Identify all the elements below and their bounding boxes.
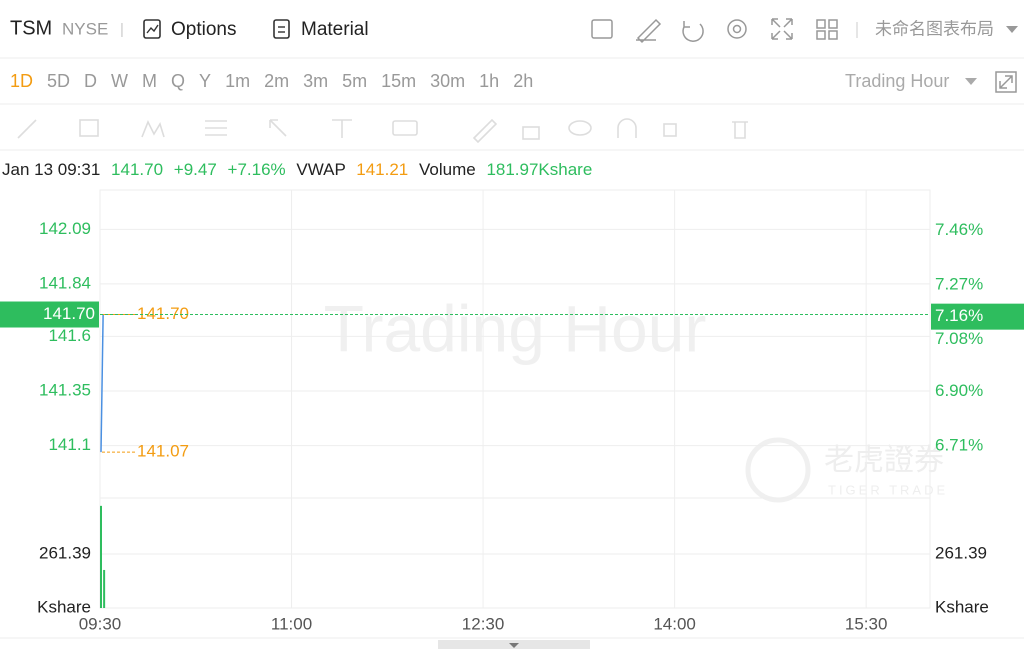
y2-tick-label: 261.39 bbox=[935, 543, 987, 562]
info-volume: 181.97Kshare bbox=[486, 160, 592, 179]
session-select[interactable]: Trading Hour bbox=[845, 71, 949, 91]
y2-tick-label: 6.71% bbox=[935, 436, 983, 455]
last-pct-label: 7.16% bbox=[935, 306, 983, 325]
timeframe[interactable]: 1h bbox=[479, 71, 499, 91]
volume-bar bbox=[103, 569, 106, 608]
separator: | bbox=[120, 21, 124, 38]
volume-bar bbox=[100, 505, 102, 608]
watermark: Trading Hour bbox=[324, 291, 707, 365]
info-vwap: 141.21 bbox=[356, 160, 408, 179]
fullscreen-icon[interactable] bbox=[771, 18, 793, 40]
y-tick-label: Kshare bbox=[37, 597, 91, 616]
options-icon-line bbox=[146, 24, 159, 34]
options-icon bbox=[143, 19, 161, 39]
logo: 老虎證券 bbox=[824, 444, 944, 477]
y2-tick-label: 7.08% bbox=[935, 329, 983, 348]
tool-arrow[interactable] bbox=[269, 119, 287, 137]
info-bar: Jan 13 09:31 141.70 +9.47 +7.16% VWAP 14… bbox=[2, 160, 592, 179]
y-tick-label: 142.09 bbox=[39, 219, 91, 238]
high-label: 141.70 bbox=[137, 304, 189, 323]
info-time: Jan 13 09:31 bbox=[2, 160, 100, 179]
y-tick-label: 141.1 bbox=[48, 435, 91, 454]
logo-sub: TIGER TRADE bbox=[828, 482, 948, 497]
last-price-badge bbox=[0, 301, 99, 328]
timeframe[interactable]: D bbox=[84, 71, 97, 91]
last-pct-badge bbox=[931, 303, 1024, 330]
y2-tick-label: 7.46% bbox=[935, 220, 983, 239]
info-change-pct: +7.16% bbox=[228, 160, 286, 179]
tool-text[interactable] bbox=[332, 119, 352, 138]
layout-icon[interactable] bbox=[816, 19, 838, 40]
layout-name[interactable]: 未命名图表布局 bbox=[875, 19, 994, 38]
timeframe[interactable]: W bbox=[111, 71, 128, 91]
material-button[interactable]: Material bbox=[273, 19, 369, 40]
timeframe[interactable]: 5D bbox=[47, 71, 70, 91]
y2-tick-label: 7.27% bbox=[935, 274, 983, 293]
info-vwap-label: VWAP bbox=[296, 160, 345, 179]
material-icon bbox=[273, 19, 290, 39]
options-label: Options bbox=[171, 19, 236, 40]
symbol: TSM bbox=[10, 17, 52, 39]
options-button[interactable]: Options bbox=[143, 19, 236, 40]
tool-rect[interactable] bbox=[79, 119, 99, 137]
tool-delete[interactable] bbox=[732, 121, 748, 139]
timeframe[interactable]: Y bbox=[199, 71, 211, 91]
last-price-label: 141.70 bbox=[43, 304, 95, 323]
dropdown-arrow bbox=[1006, 26, 1018, 33]
tool-brush[interactable] bbox=[472, 118, 498, 144]
y-tick-label: 141.84 bbox=[39, 273, 91, 292]
y-tick-label: 261.39 bbox=[39, 543, 91, 562]
exchange: NYSE bbox=[62, 19, 108, 38]
x-tick-label: 12:30 bbox=[462, 614, 505, 633]
x-tick-label: 09:30 bbox=[79, 614, 122, 633]
settings-icon-center bbox=[732, 24, 742, 34]
scroll-arrow bbox=[509, 643, 519, 648]
low-label: 141.07 bbox=[137, 442, 189, 461]
tool-pattern[interactable] bbox=[141, 120, 165, 138]
dropdown-arrow bbox=[965, 78, 977, 85]
y-tick-label: 141.6 bbox=[48, 326, 91, 345]
y2-tick-label: Kshare bbox=[935, 597, 989, 616]
timeframe[interactable]: M bbox=[142, 71, 157, 91]
expand-arrow bbox=[999, 75, 1013, 89]
info-price: 141.70 bbox=[111, 160, 163, 179]
x-tick-label: 11:00 bbox=[271, 614, 312, 633]
tool-note[interactable] bbox=[392, 120, 418, 136]
timeframe[interactable]: 1m bbox=[225, 71, 250, 91]
timeframe[interactable]: 2h bbox=[513, 71, 533, 91]
tool-line[interactable] bbox=[17, 119, 37, 139]
price-line bbox=[100, 314, 104, 453]
logo-icon bbox=[745, 437, 811, 503]
tool-fib[interactable] bbox=[205, 120, 227, 136]
tool-lock[interactable] bbox=[522, 126, 540, 140]
x-tick-label: 14:00 bbox=[653, 614, 696, 633]
draw-icon[interactable] bbox=[636, 18, 662, 44]
timeframe[interactable]: 1D bbox=[10, 71, 33, 91]
timeframe[interactable]: 15m bbox=[381, 71, 416, 91]
reset-icon[interactable] bbox=[682, 21, 704, 42]
timeframe[interactable]: 2m bbox=[264, 71, 289, 91]
timeframe[interactable]: 3m bbox=[303, 71, 328, 91]
timeframe[interactable]: Q bbox=[171, 71, 185, 91]
timeframe[interactable]: 5m bbox=[342, 71, 367, 91]
material-label: Material bbox=[301, 19, 369, 40]
info-change: +9.47 bbox=[174, 160, 217, 179]
tool-group[interactable] bbox=[663, 123, 677, 137]
x-tick-label: 15:30 bbox=[845, 614, 888, 633]
settings-icon[interactable] bbox=[727, 19, 747, 39]
timeframe[interactable]: 30m bbox=[430, 71, 465, 91]
indicator-icon[interactable] bbox=[591, 19, 613, 39]
y2-tick-label: 6.90% bbox=[935, 381, 983, 400]
plot-frame bbox=[99, 189, 931, 609]
expand-icon[interactable] bbox=[995, 71, 1017, 93]
info-volume-label: Volume bbox=[419, 160, 476, 179]
tool-eye[interactable] bbox=[568, 120, 592, 136]
tool-magnet[interactable] bbox=[617, 118, 637, 138]
y-tick-label: 141.35 bbox=[39, 380, 91, 399]
